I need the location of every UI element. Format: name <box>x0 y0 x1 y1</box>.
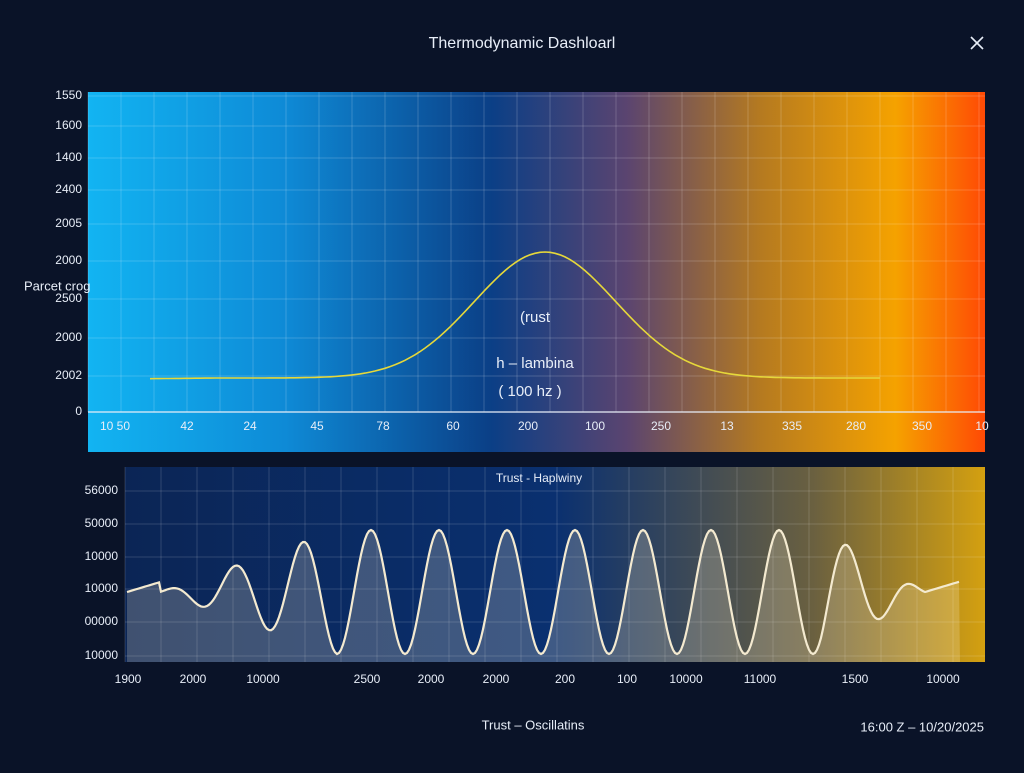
y-axis-label: Parcet crog <box>24 278 90 293</box>
y-tick-label: 2000 <box>55 253 82 267</box>
x-tick-label: 10 <box>975 419 989 433</box>
y-tick-label: 10000 <box>85 648 119 662</box>
x-tick-label: 24 <box>243 419 257 433</box>
x-tick-label: 100 <box>585 419 605 433</box>
x-tick-label: 1500 <box>842 672 869 686</box>
top-grid <box>87 92 985 412</box>
y-tick-label: 00000 <box>85 614 119 628</box>
y-tick-label: 56000 <box>85 483 119 497</box>
x-tick-label: 335 <box>782 419 802 433</box>
x-tick-label: 60 <box>446 419 460 433</box>
x-tick-label: 1900 <box>115 672 142 686</box>
annotation: ( 100 hz ) <box>498 383 561 400</box>
y-tick-label: 1550 <box>55 88 82 102</box>
x-tick-label: 2000 <box>483 672 510 686</box>
x-tick-label: 200 <box>518 419 538 433</box>
x-tick-label: 2500 <box>354 672 381 686</box>
bell-curve <box>149 251 880 380</box>
x-tick-label: 45 <box>310 419 324 433</box>
close-button[interactable] <box>970 36 984 50</box>
x-tick-label: 10 50 <box>100 419 130 433</box>
x-tick-label: 350 <box>912 419 932 433</box>
y-tick-label: 2000 <box>55 330 82 344</box>
x-tick-label: 11000 <box>744 672 777 686</box>
x-tick-label: 13 <box>720 419 734 433</box>
y-tick-label: 50000 <box>85 516 119 530</box>
x-tick-label: 10000 <box>669 672 703 686</box>
bottom-grid <box>124 467 985 662</box>
annotation: h – lambina <box>496 355 574 372</box>
bottom-title: Trust - Haplwiny <box>496 471 582 485</box>
y-tick-label: 2400 <box>55 182 82 196</box>
y-tick-label: 2500 <box>55 291 82 305</box>
top-chart-area <box>88 92 985 452</box>
wave-fill <box>127 530 960 662</box>
footer-caption: Trust – Oscillatins <box>482 717 585 732</box>
close-icon[interactable] <box>970 36 984 50</box>
y-tick-label: 2002 <box>55 368 82 382</box>
window-title: Thermodynamic Dashloarl <box>429 35 616 52</box>
y-tick-label: 10000 <box>85 549 119 563</box>
y-tick-label: 0 <box>75 404 82 418</box>
annotation: (rust <box>520 309 551 326</box>
x-tick-label: 10000 <box>926 672 960 686</box>
y-tick-label: 2005 <box>55 216 82 230</box>
x-tick-label: 78 <box>376 419 390 433</box>
x-tick-label: 250 <box>651 419 671 433</box>
timestamp: 16:00 Z – 10/20/2025 <box>860 719 984 734</box>
oscillation-curve <box>126 528 960 656</box>
y-tick-label: 1400 <box>55 150 82 164</box>
x-tick-label: 200 <box>555 672 575 686</box>
x-tick-label: 10000 <box>246 672 280 686</box>
y-tick-label: 1600 <box>55 118 82 132</box>
y-tick-label: 10000 <box>85 581 119 595</box>
x-tick-label: 100 <box>617 672 637 686</box>
x-tick-label: 42 <box>180 419 194 433</box>
x-tick-label: 280 <box>846 419 866 433</box>
x-tick-label: 2000 <box>180 672 207 686</box>
x-tick-label: 2000 <box>418 672 445 686</box>
